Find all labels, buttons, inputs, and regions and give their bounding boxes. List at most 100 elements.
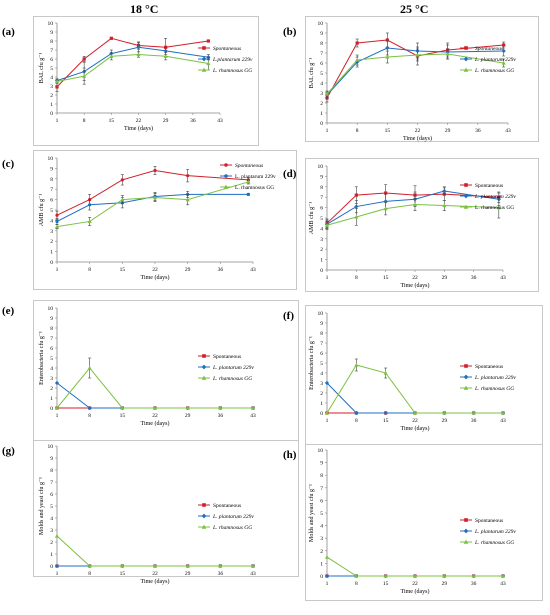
legend-entry: Spontaneous [213, 503, 241, 509]
point-diamond [136, 45, 141, 50]
y-tick-label: 2 [50, 386, 53, 392]
legend-entry: L. rhamnosus GG [474, 540, 514, 546]
point-triangle [109, 54, 114, 58]
panel-c-frame [33, 150, 297, 290]
legend-entry: L. plantarum 229v [474, 194, 516, 200]
legend-entry: L. rhamnosus GG [212, 525, 252, 531]
x-tick-label: 1 [326, 128, 329, 134]
point-triangle [246, 179, 251, 184]
point-triangle [463, 67, 469, 72]
point-triangle [223, 184, 229, 189]
point-diamond [201, 513, 207, 519]
y-tick-label: 3 [320, 536, 323, 542]
point-triangle [445, 51, 450, 56]
point-triangle [324, 91, 330, 96]
x-tick-label: 43 [500, 418, 506, 424]
series-line [56, 382, 253, 409]
point-diamond [501, 48, 506, 54]
point-triangle [152, 405, 158, 410]
point-triangle [355, 57, 360, 62]
y-tick-label: 4 [320, 524, 323, 530]
legend-f: Spontaneous L. plantarum 229v L. rhamnosus… [460, 364, 516, 392]
panel-a-frame [33, 16, 259, 146]
point-triangle [201, 67, 207, 72]
point-circle [224, 174, 228, 178]
y-tick-label: 7 [50, 48, 53, 54]
y-tick-label: 1 [320, 258, 323, 264]
series-rhamnosus [54, 357, 256, 410]
x-tick-label: 8 [356, 128, 359, 134]
header-18c: 18 °C [130, 2, 159, 16]
y-tick-label: 2 [320, 247, 323, 253]
y-axis-label: Molds and yeast cfu g⁻¹ [38, 477, 45, 535]
point-triangle [463, 539, 469, 544]
y-tick-label: 10 [318, 164, 324, 170]
x-tick-label: 22 [152, 413, 158, 419]
point-square [464, 518, 468, 522]
x-axis-label: Time (days) [403, 135, 432, 142]
legend-entry: L. rhamnosus GG [474, 386, 514, 392]
y-tick-label: 7 [50, 480, 53, 486]
point-circle [120, 178, 124, 182]
y-tick-label: 8 [50, 177, 53, 183]
series-line [56, 169, 249, 216]
x-tick-label: 22 [412, 418, 418, 424]
series-line [56, 535, 253, 567]
point-triangle [500, 410, 506, 415]
x-tick-label: 1 [326, 275, 329, 281]
series-spontaneous [55, 36, 210, 92]
point-circle [186, 174, 190, 178]
point-triangle [463, 385, 469, 390]
point-triangle [383, 573, 388, 578]
y-tick-label: 1 [50, 396, 53, 402]
series-plantarum [54, 42, 211, 83]
series-line [326, 53, 504, 95]
x-tick-label: 15 [109, 118, 115, 124]
y-tick-label: 1 [50, 250, 53, 256]
y-tick-label: 1 [50, 102, 53, 108]
y-tick-label: 9 [50, 166, 53, 172]
point-square [202, 46, 206, 50]
x-axis-label: Time (days) [401, 425, 430, 432]
x-tick-label: 1 [56, 118, 59, 124]
series-line [326, 556, 503, 577]
y-tick-label: 10 [318, 448, 324, 454]
point-triangle [136, 52, 141, 57]
y-tick-label: 8 [50, 326, 53, 332]
y-tick-label: 8 [50, 39, 53, 45]
x-tick-label: 1 [56, 571, 59, 577]
point-triangle [54, 405, 60, 410]
point-square [464, 46, 468, 50]
legend-entry: L. rhamnosus GG [235, 185, 274, 191]
point-triangle [415, 52, 420, 57]
series-line [56, 37, 209, 88]
point-triangle [120, 197, 125, 202]
y-tick-label: 5 [50, 208, 53, 214]
legend-entry: L. plantarum 229v [212, 365, 254, 371]
legend-a: Spontaneous L.plantarum 229v L. rhamnosus … [198, 46, 253, 74]
y-tick-label: 10 [318, 21, 324, 27]
point-triangle [324, 555, 330, 559]
point-square [82, 57, 86, 61]
panel-e-letter: (e) [2, 305, 15, 317]
x-axis-label: Time (days) [141, 578, 170, 585]
y-tick-label: 8 [320, 473, 323, 479]
legend-entry: L. plantarum 229v [474, 375, 516, 381]
panel-b-letter: (b) [283, 26, 297, 38]
y-tick-label: 2 [50, 93, 53, 99]
x-tick-label: 29 [163, 118, 169, 124]
series-line [56, 46, 209, 82]
y-tick-label: 4 [320, 81, 323, 87]
legend-entry: Spontaneous [213, 46, 241, 52]
y-axis-label: AMB cfu g⁻¹ [308, 202, 315, 234]
y-tick-label: 8 [320, 331, 323, 337]
x-axis-label: Time (days) [141, 274, 170, 281]
y-axis-label: Enterobacteria cfu g⁻¹ [308, 336, 315, 390]
x-tick-label: 15 [120, 413, 126, 419]
point-diamond [383, 410, 388, 416]
y-tick-label: 0 [320, 574, 323, 580]
